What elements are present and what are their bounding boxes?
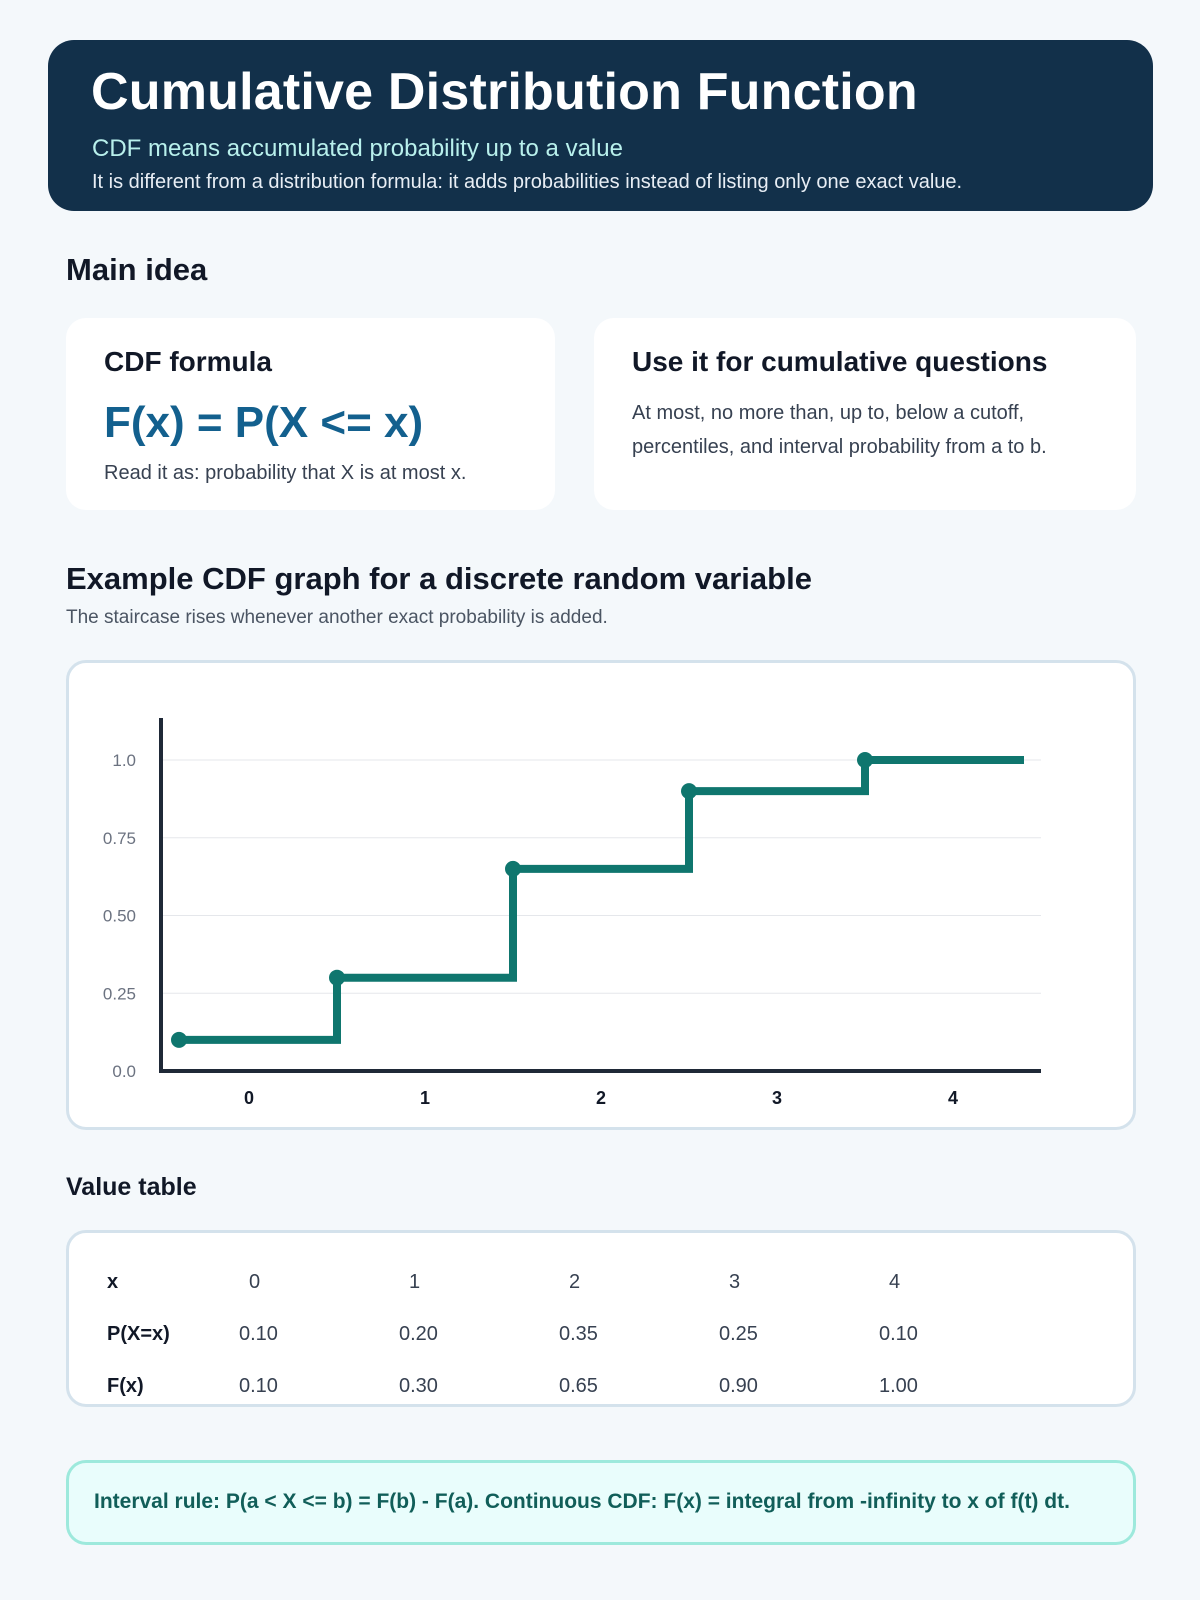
table-cell: 0.10 [879, 1323, 918, 1345]
table-cell: 0.90 [719, 1375, 758, 1397]
table-cell: 0.10 [239, 1375, 278, 1397]
table-cell: 1.00 [879, 1375, 918, 1397]
page-note: It is different from a distribution form… [92, 171, 963, 193]
header-banner: Cumulative Distribution Function CDF mea… [48, 40, 1153, 211]
graph-heading: Example CDF graph for a discrete random … [66, 561, 812, 596]
main-idea-heading: Main idea [66, 252, 208, 287]
table-cell: 3 [729, 1271, 741, 1293]
table-cell: 0.10 [239, 1323, 278, 1345]
row-header: x [107, 1271, 119, 1293]
x-tick-label: 3 [772, 1088, 782, 1108]
table-cell: 2 [569, 1271, 581, 1293]
y-tick-label: 0.50 [103, 907, 136, 926]
graph-subtitle: The staircase rises whenever another exa… [66, 607, 608, 628]
formula-card-title: CDF formula [104, 346, 272, 377]
cdf-formula: F(x) = P(X <= x) [104, 398, 424, 447]
cdf-step-line [179, 756, 1024, 1044]
x-tick-label: 1 [420, 1088, 430, 1108]
row-header: P(X=x) [107, 1323, 170, 1345]
y-tick-label: 1.0 [112, 751, 136, 770]
formula-card: CDF formula F(x) = P(X <= x) Read it as:… [66, 318, 555, 510]
cdf-chart: 0.0 0.25 0.50 0.75 1.0 0 1 2 3 4 [103, 718, 1041, 1108]
table-cell: 0.35 [559, 1323, 598, 1345]
table-row-x: x 0 1 2 3 4 [69, 1267, 1133, 1297]
table-cell: 0.20 [399, 1323, 438, 1345]
y-tick-label: 0.25 [103, 984, 136, 1003]
y-tick-label: 0.75 [103, 829, 136, 848]
table-row-pmf: P(X=x) 0.10 0.20 0.35 0.25 0.10 [69, 1319, 1133, 1349]
cdf-point [505, 860, 521, 877]
page-title: Cumulative Distribution Function [91, 63, 918, 121]
table-cell: 0.30 [399, 1375, 438, 1397]
formula-note: Read it as: probability that X is at mos… [104, 462, 467, 484]
value-table-heading: Value table [66, 1173, 197, 1201]
y-tick-label: 0.0 [112, 1062, 136, 1081]
cdf-point [171, 1031, 187, 1048]
cdf-point [681, 783, 697, 800]
x-tick-label: 2 [596, 1088, 606, 1108]
table-cell: 4 [889, 1271, 901, 1293]
cdf-point [857, 752, 873, 768]
table-cell: 0 [249, 1271, 261, 1293]
table-row-cdf: F(x) 0.10 0.30 0.65 0.90 1.00 [69, 1371, 1133, 1401]
table-cell: 0.65 [559, 1375, 598, 1397]
chart-card: 0.0 0.25 0.50 0.75 1.0 0 1 2 3 4 [66, 660, 1136, 1130]
x-tick-label: 0 [244, 1088, 254, 1108]
interval-rule-text: Interval rule: P(a < X <= b) = F(b) - F(… [94, 1490, 1070, 1513]
row-header: F(x) [107, 1375, 144, 1397]
x-tick-label: 4 [948, 1088, 958, 1108]
use-card: Use it for cumulative questions At most,… [594, 318, 1136, 510]
use-card-title: Use it for cumulative questions [632, 346, 1048, 377]
use-card-text: At most, no more than, up to, below a cu… [632, 402, 1047, 458]
cdf-point [329, 969, 345, 986]
interval-rule-box: Interval rule: P(a < X <= b) = F(b) - F(… [66, 1460, 1136, 1545]
table-cell: 0.25 [719, 1323, 758, 1345]
page-subtitle: CDF means accumulated probability up to … [92, 135, 623, 162]
table-cell: 1 [409, 1271, 421, 1293]
value-table: x 0 1 2 3 4 P(X=x) 0.10 0.20 0.35 0.25 0… [66, 1230, 1136, 1407]
